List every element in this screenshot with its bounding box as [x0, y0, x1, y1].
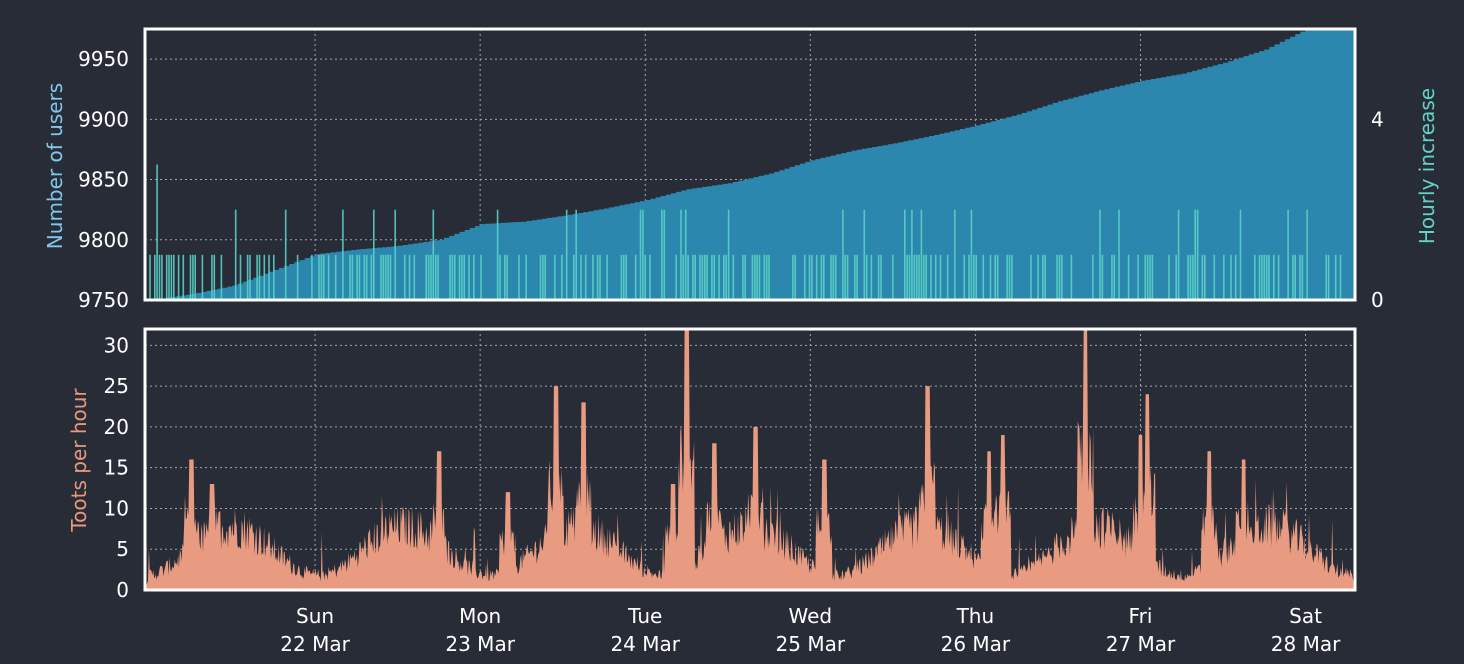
x-tick-day-5: Fri [1129, 604, 1153, 628]
users-tick-label-4: 9950 [78, 47, 129, 71]
toots-tick-label-0: 0 [116, 578, 129, 602]
x-tick-date-6: 28 Mar [1271, 632, 1341, 656]
toots-panel: 0 5 10 15 20 25 30 Sun 22 Mar Mon 23 Mar Tue 24 Mar… [67, 327, 1357, 656]
users-axis-label: Number of users [43, 83, 67, 249]
x-tick-date-3: 25 Mar [776, 632, 846, 656]
toots-tick-label-2: 10 [104, 496, 129, 520]
toots-axis-label: Toots per hour [67, 388, 91, 533]
x-tick-day-3: Wed [789, 604, 833, 628]
x-tick-date-4: 26 Mar [941, 632, 1011, 656]
date-x-axis: Sun 22 Mar Mon 23 Mar Tue 24 Mar Wed 25 Mar Thu 2… [280, 604, 1341, 656]
toots-tick-label-6: 30 [104, 333, 129, 357]
users-area-series [145, 29, 1355, 300]
users-tick-label-1: 9800 [78, 228, 129, 252]
increase-tick-label-1: 4 [1371, 107, 1384, 131]
toots-area-series [145, 329, 1355, 590]
x-tick-day-0: Sun [296, 604, 334, 628]
hourly-increase-series [149, 164, 1342, 300]
users-y-axis: 9750 9800 9850 9900 9950 [78, 47, 129, 312]
x-tick-date-5: 27 Mar [1106, 632, 1176, 656]
x-tick-date-2: 24 Mar [610, 632, 680, 656]
x-tick-date-0: 22 Mar [280, 632, 350, 656]
toots-frame [143, 327, 1357, 592]
users-tick-label-0: 9750 [78, 288, 129, 312]
users-frame [143, 27, 1357, 302]
toots-y-axis: 0 5 10 15 20 25 30 [104, 333, 129, 602]
toots-tick-label-5: 25 [104, 374, 129, 398]
x-tick-day-2: Tue [627, 604, 662, 628]
toots-tick-label-4: 20 [104, 415, 129, 439]
x-tick-day-1: Mon [459, 604, 501, 628]
toots-tick-label-1: 5 [116, 537, 129, 561]
users-tick-label-2: 9850 [78, 168, 129, 192]
increase-y-axis: 04 [1371, 107, 1384, 312]
toots-tick-label-3: 15 [104, 456, 129, 480]
increase-tick-label-0: 0 [1371, 288, 1384, 312]
users-tick-label-3: 9900 [78, 107, 129, 131]
x-tick-date-1: 23 Mar [445, 632, 515, 656]
x-tick-day-4: Thu [956, 604, 995, 628]
x-tick-day-6: Sat [1289, 604, 1322, 628]
hourly-increase-axis-label: Hourly increase [1415, 88, 1439, 244]
